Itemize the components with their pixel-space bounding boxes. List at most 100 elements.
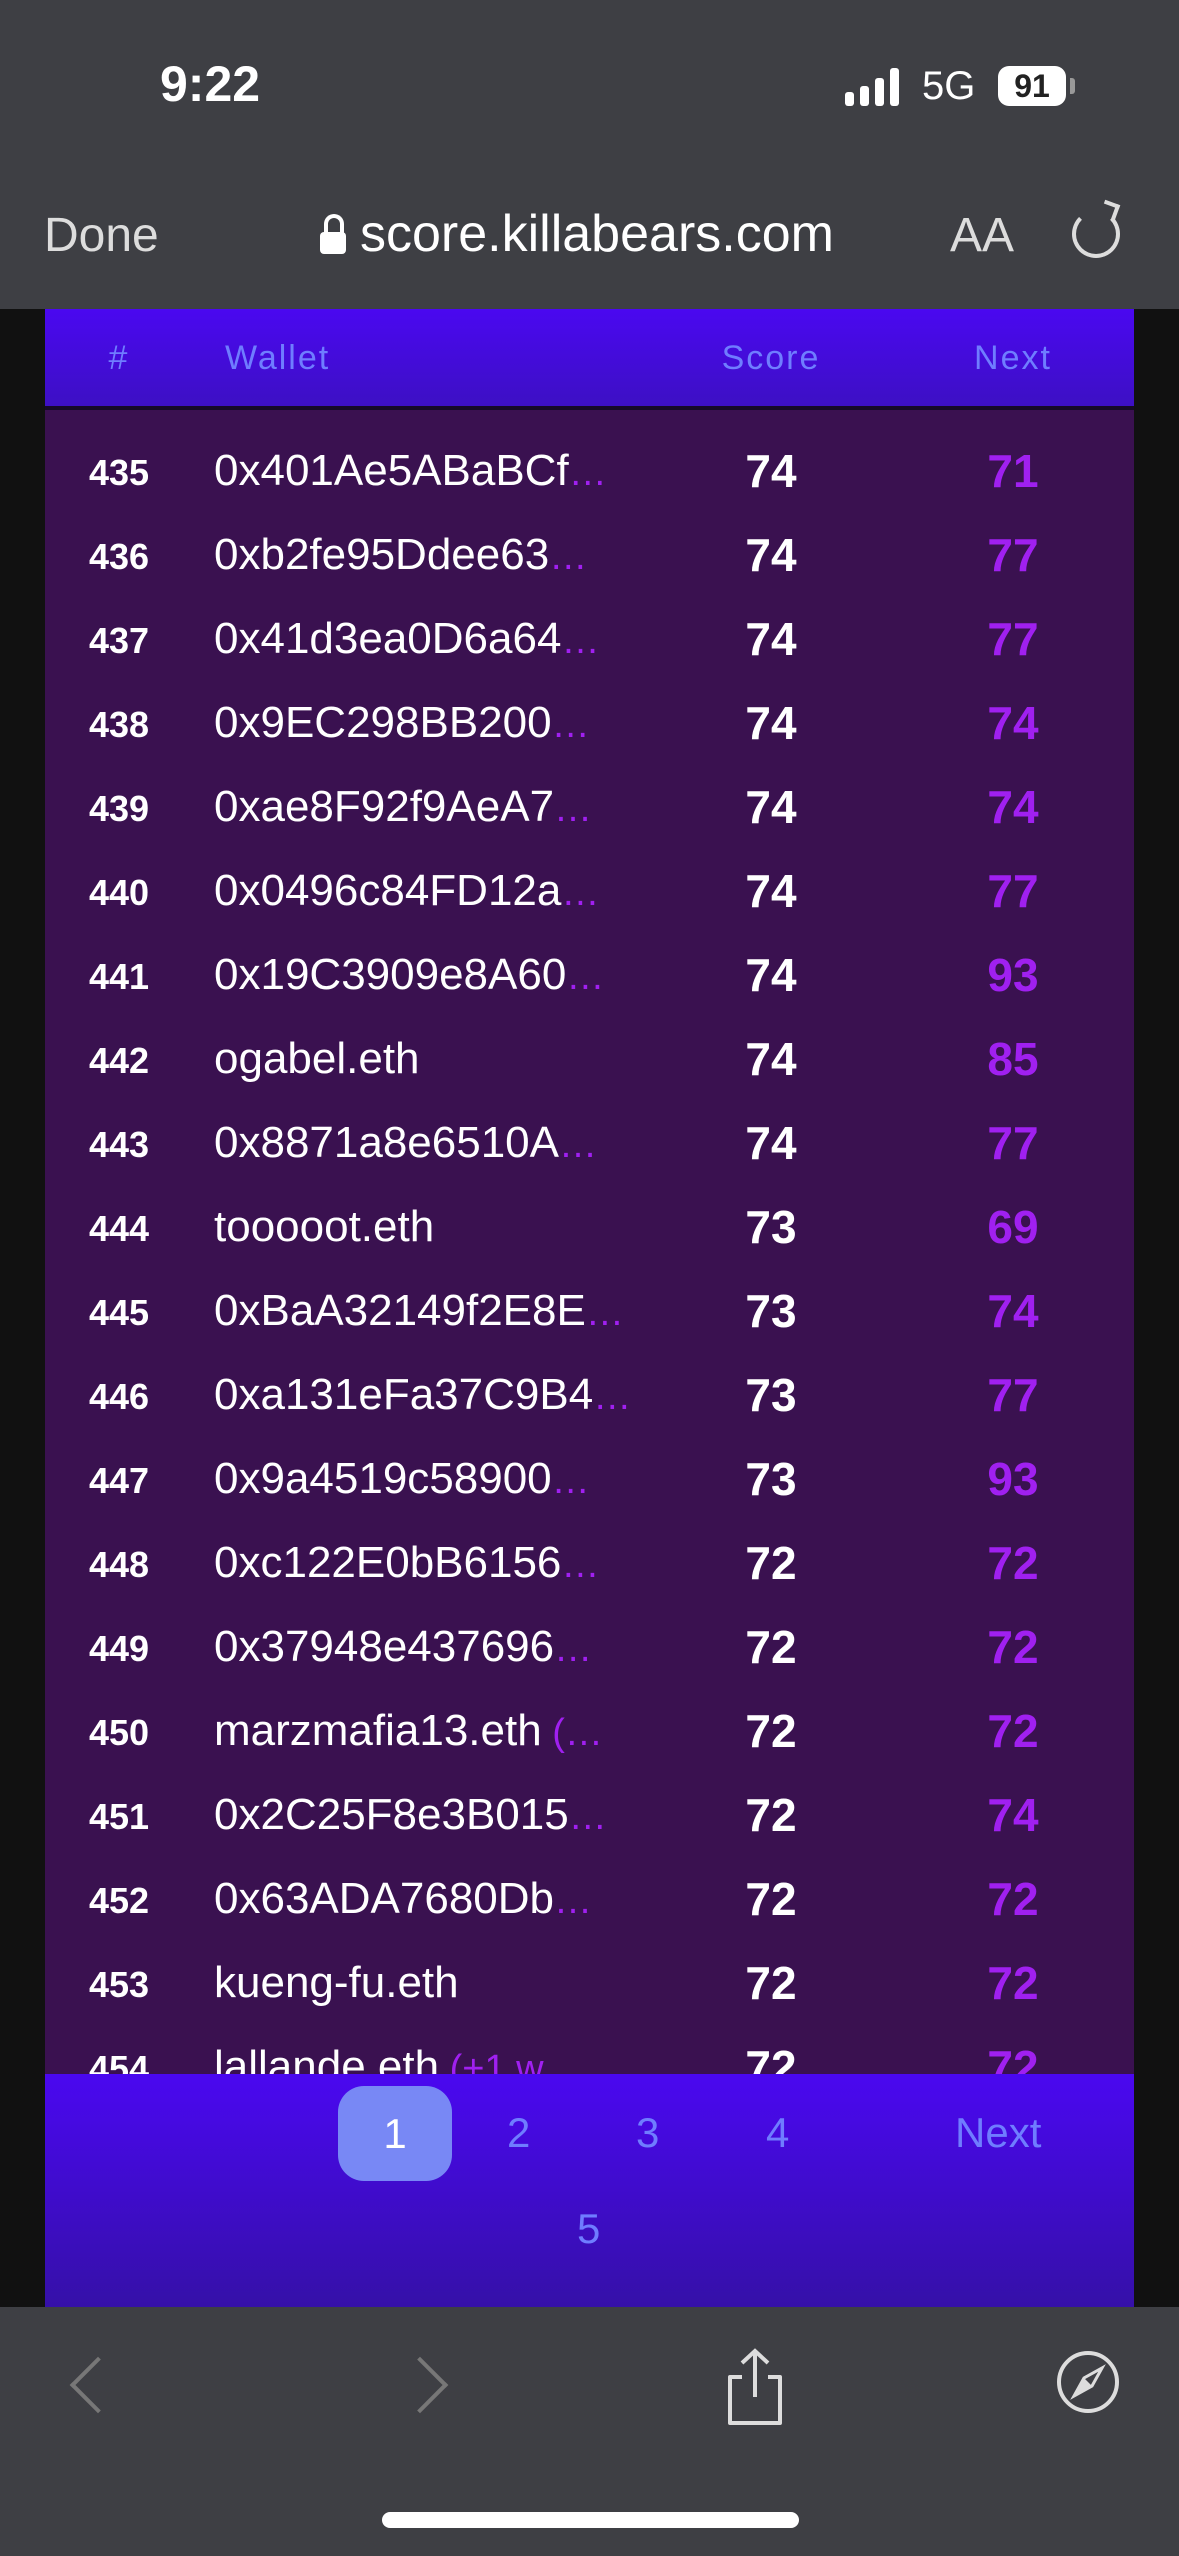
url-text: score.killabears.com bbox=[360, 205, 834, 263]
table-row[interactable]: 448 0xc122E0bB6156… 72 72 bbox=[45, 1524, 1134, 1608]
score-value: 72 bbox=[745, 1873, 797, 1925]
battery-icon: 91 bbox=[998, 66, 1066, 106]
score-value: 72 bbox=[745, 2041, 797, 2074]
table-row[interactable]: 449 0x37948e437696… 72 72 bbox=[45, 1608, 1134, 1692]
wallet-name[interactable]: 0x0496c84FD12a… bbox=[214, 866, 599, 916]
score-value: 74 bbox=[745, 697, 797, 749]
header-score: Score bbox=[721, 339, 821, 377]
wallet-name[interactable]: tooooot.eth bbox=[214, 1202, 434, 1252]
table-row[interactable]: 438 0x9EC298BB200… 74 74 bbox=[45, 684, 1134, 768]
page-4-button[interactable]: 4 bbox=[766, 2109, 790, 2156]
lock-icon bbox=[320, 214, 346, 254]
next-score-value: 85 bbox=[987, 1033, 1039, 1085]
table-row[interactable]: 444 tooooot.eth 73 69 bbox=[45, 1188, 1134, 1272]
forward-icon[interactable] bbox=[391, 2356, 449, 2414]
wallet-text: 0x401Ae5ABaBCf bbox=[214, 446, 569, 495]
rank: 450 bbox=[88, 1712, 150, 1753]
wallet-name[interactable]: 0xBaA32149f2E8E… bbox=[214, 1286, 624, 1336]
score-value: 73 bbox=[745, 1453, 797, 1505]
leaderboard-table: # Wallet Score Next 435 0x401Ae5ABaBCf… 74… bbox=[45, 309, 1134, 2307]
wallet-text: 0x37948e437696 bbox=[214, 1622, 555, 1671]
rank: 452 bbox=[88, 1880, 150, 1921]
score-value: 74 bbox=[745, 445, 797, 497]
compass-icon[interactable] bbox=[1055, 2349, 1121, 2415]
table-row[interactable]: 441 0x19C3909e8A60… 74 93 bbox=[45, 936, 1134, 1020]
wallet-name[interactable]: kueng-fu.eth bbox=[214, 1958, 459, 2008]
done-button[interactable]: Done bbox=[44, 209, 159, 262]
score-value: 72 bbox=[745, 1789, 797, 1841]
page-5-button[interactable]: 5 bbox=[577, 2205, 601, 2252]
table-row[interactable]: 445 0xBaA32149f2E8E… 73 74 bbox=[45, 1272, 1134, 1356]
page-3-button[interactable]: 3 bbox=[636, 2109, 660, 2156]
wallet-text: ogabel.eth bbox=[214, 1034, 420, 1083]
wallet-truncation: (… bbox=[541, 1712, 603, 1754]
next-score-value: 74 bbox=[987, 1789, 1039, 1841]
table-row[interactable]: 447 0x9a4519c58900… 73 93 bbox=[45, 1440, 1134, 1524]
rank: 442 bbox=[88, 1040, 150, 1081]
wallet-truncation: … bbox=[568, 452, 607, 494]
next-score-value: 71 bbox=[987, 445, 1039, 497]
page-1-button[interactable]: 1 bbox=[338, 2086, 452, 2181]
table-row[interactable]: 452 0x63ADA7680Db… 72 72 bbox=[45, 1860, 1134, 1944]
next-page-button[interactable]: Next bbox=[955, 2109, 1042, 2156]
table-row[interactable]: 451 0x2C25F8e3B015… 72 74 bbox=[45, 1776, 1134, 1860]
table-row[interactable]: 436 0xb2fe95Ddee63… 74 77 bbox=[45, 516, 1134, 600]
rank: 441 bbox=[88, 956, 150, 997]
table-row[interactable]: 439 0xae8F92f9AeA7… 74 74 bbox=[45, 768, 1134, 852]
pagination: 1 2 3 4 Next 5 bbox=[45, 2074, 1134, 2307]
wallet-truncation: … bbox=[551, 1460, 590, 1502]
table-row[interactable]: 443 0x8871a8e6510A… 74 77 bbox=[45, 1104, 1134, 1188]
score-value: 73 bbox=[745, 1285, 797, 1337]
score-value: 72 bbox=[745, 1705, 797, 1757]
rank: 451 bbox=[88, 1796, 150, 1837]
rank: 440 bbox=[88, 872, 150, 913]
home-indicator[interactable] bbox=[382, 2512, 799, 2528]
wallet-text: kueng-fu.eth bbox=[214, 1958, 459, 2007]
rank: 444 bbox=[88, 1208, 150, 1249]
wallet-name[interactable]: 0x37948e437696… bbox=[214, 1622, 592, 1672]
wallet-name[interactable]: ogabel.eth bbox=[214, 1034, 420, 1084]
wallet-text: 0x8871a8e6510A bbox=[214, 1118, 559, 1167]
next-score-value: 72 bbox=[987, 1705, 1039, 1757]
text-size-button[interactable]: AA bbox=[950, 209, 1015, 262]
wallet-name[interactable]: lallande.eth (+1 w bbox=[214, 2042, 544, 2074]
wallet-text: 0x63ADA7680Db bbox=[214, 1874, 555, 1923]
table-row[interactable]: 437 0x41d3ea0D6a64… 74 77 bbox=[45, 600, 1134, 684]
wallet-truncation: … bbox=[554, 788, 593, 830]
next-score-value: 77 bbox=[987, 1369, 1039, 1421]
next-score-value: 77 bbox=[987, 1117, 1039, 1169]
next-score-value: 72 bbox=[987, 1873, 1039, 1925]
table-row[interactable]: 440 0x0496c84FD12a… 74 77 bbox=[45, 852, 1134, 936]
rank: 453 bbox=[88, 1964, 150, 2005]
wallet-name[interactable]: 0xae8F92f9AeA7… bbox=[214, 782, 592, 832]
wallet-truncation: … bbox=[559, 1124, 597, 1166]
table-row[interactable]: 442 ogabel.eth 74 85 bbox=[45, 1020, 1134, 1104]
reload-icon[interactable] bbox=[1072, 210, 1120, 258]
wallet-name[interactable]: 0x2C25F8e3B015… bbox=[214, 1790, 607, 1840]
table-row[interactable]: 450 marzmafia13.eth (… 72 72 bbox=[45, 1692, 1134, 1776]
wallet-name[interactable]: 0x9a4519c58900… bbox=[214, 1454, 590, 1504]
back-icon[interactable] bbox=[69, 2356, 127, 2414]
rank: 449 bbox=[88, 1628, 150, 1669]
wallet-name[interactable]: 0x8871a8e6510A… bbox=[214, 1118, 597, 1168]
address-bar[interactable]: score.killabears.com bbox=[320, 204, 834, 264]
wallet-name[interactable]: 0x401Ae5ABaBCf… bbox=[214, 446, 607, 496]
share-icon[interactable] bbox=[722, 2347, 788, 2427]
rank: 445 bbox=[88, 1292, 150, 1333]
rank: 447 bbox=[88, 1460, 150, 1501]
next-score-value: 74 bbox=[987, 697, 1039, 749]
wallet-name[interactable]: 0x63ADA7680Db… bbox=[214, 1874, 592, 1924]
page-2-button[interactable]: 2 bbox=[507, 2109, 531, 2156]
table-row[interactable]: 453 kueng-fu.eth 72 72 bbox=[45, 1944, 1134, 2028]
table-row[interactable]: 446 0xa131eFa37C9B4… 73 77 bbox=[45, 1356, 1134, 1440]
table-row[interactable]: 435 0x401Ae5ABaBCf… 74 71 bbox=[45, 432, 1134, 516]
wallet-name[interactable]: 0x41d3ea0D6a64… bbox=[214, 614, 599, 664]
table-row[interactable]: 454 lallande.eth (+1 w 72 72 bbox=[45, 2028, 1134, 2074]
table-body[interactable]: 435 0x401Ae5ABaBCf… 74 71 436 0xb2fe95Ddee63…… bbox=[45, 410, 1134, 2074]
wallet-name[interactable]: marzmafia13.eth (… bbox=[214, 1706, 603, 1756]
wallet-name[interactable]: 0x9EC298BB200… bbox=[214, 698, 590, 748]
wallet-name[interactable]: 0xb2fe95Ddee63… bbox=[214, 530, 587, 580]
wallet-name[interactable]: 0x19C3909e8A60… bbox=[214, 950, 604, 1000]
wallet-name[interactable]: 0xa131eFa37C9B4… bbox=[214, 1370, 631, 1420]
wallet-name[interactable]: 0xc122E0bB6156… bbox=[214, 1538, 599, 1588]
